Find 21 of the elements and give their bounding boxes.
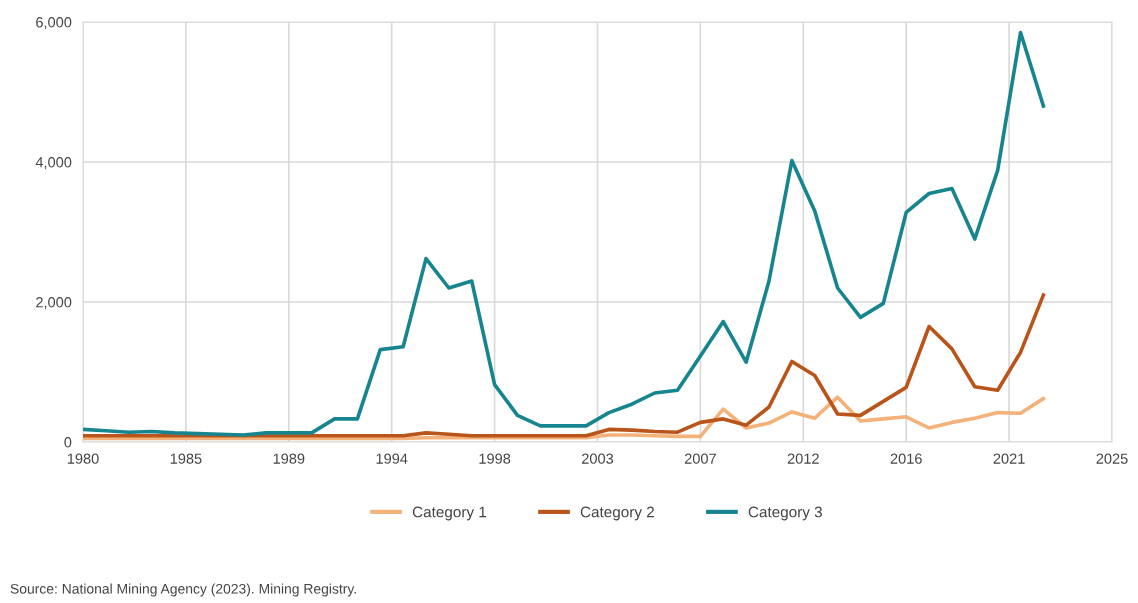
y-tick-label: 2,000 (36, 297, 72, 310)
x-tick-label: 1994 (376, 453, 408, 464)
x-tick-label: 2007 (684, 453, 716, 464)
x-tick-label: 1985 (170, 453, 202, 464)
x-tick-label: 1998 (479, 453, 511, 464)
x-tick-label: 2016 (890, 453, 922, 464)
x-tick-label: 2021 (993, 453, 1025, 464)
y-tick-label: 4,000 (35, 157, 72, 170)
legend-label: Category 3 (748, 506, 822, 521)
legend-label: Category 2 (580, 506, 654, 521)
line-series (83, 293, 1046, 438)
x-tick-label: 2003 (582, 453, 614, 464)
x-tick-label: 2012 (787, 453, 819, 464)
line-series (83, 30, 1046, 437)
x-tick-label: 2025 (1096, 453, 1128, 464)
y-tick-label: 6,000 (36, 17, 72, 30)
source-note: Source: National Mining Agency (2023). Mining Registry. (10, 583, 356, 597)
x-tick-label: 1980 (67, 453, 99, 464)
y-tick-label: 0 (64, 437, 72, 448)
x-tick-label: 1989 (273, 453, 305, 464)
legend-label: Category 1 (412, 506, 487, 521)
